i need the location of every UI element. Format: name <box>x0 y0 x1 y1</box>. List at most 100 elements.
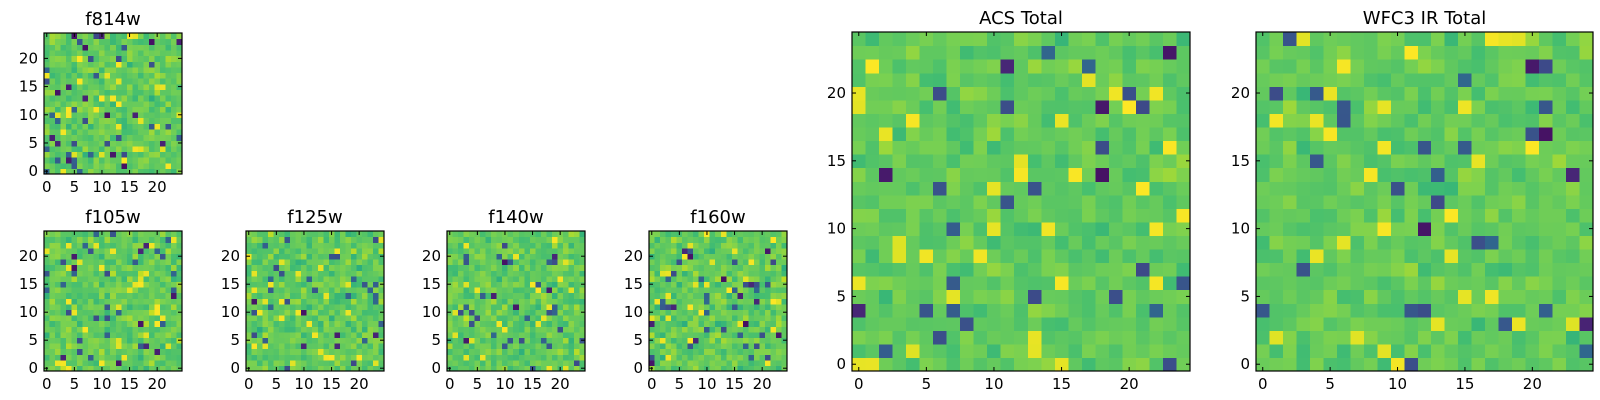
heatmap-cell <box>665 354 672 361</box>
heatmap-cell <box>273 236 280 243</box>
heatmap-cell <box>463 320 470 327</box>
heatmap-cell <box>137 61 144 68</box>
heatmap-cell <box>1417 167 1432 182</box>
heatmap-cell <box>535 281 542 288</box>
heatmap-cell <box>1336 343 1351 359</box>
heatmap-cell <box>485 309 492 316</box>
heatmap-cell <box>317 247 324 254</box>
heatmap-cell <box>154 151 161 158</box>
heatmap-cell <box>334 259 341 266</box>
heatmap-cell <box>323 359 330 366</box>
heatmap-cell <box>1336 45 1351 60</box>
heatmap-cell <box>551 247 558 254</box>
heatmap-cell <box>715 298 722 305</box>
heatmap-cell <box>781 320 788 327</box>
heatmap-cell <box>704 298 711 305</box>
heatmap-cell <box>345 309 352 316</box>
heatmap-cell <box>110 117 117 124</box>
heatmap-cell <box>518 253 525 260</box>
heatmap-cell <box>44 287 51 294</box>
heatmap-cell <box>367 264 374 271</box>
heatmap-cell <box>709 326 716 333</box>
heatmap-cell <box>257 298 264 305</box>
heatmap-cell <box>301 242 308 249</box>
heatmap-cell <box>529 359 536 366</box>
heatmap-cell <box>148 331 155 338</box>
heatmap-cell <box>1539 167 1554 182</box>
heatmap-cell <box>715 326 722 333</box>
heatmap-cell <box>524 359 531 366</box>
heatmap-cell <box>110 111 117 119</box>
heatmap-cell <box>137 38 144 45</box>
heatmap-cell <box>143 134 150 141</box>
heatmap-cell <box>1176 235 1191 250</box>
heatmap-cell <box>159 95 167 102</box>
heatmap-cell <box>262 354 269 361</box>
heatmap-cell <box>474 348 481 355</box>
heatmap-cell <box>579 359 586 366</box>
heatmap-cell <box>452 292 459 299</box>
heatmap-cell <box>568 343 575 350</box>
heatmap-cell <box>115 49 122 57</box>
heatmap-cell <box>518 264 525 271</box>
heatmap-cell <box>463 275 470 282</box>
heatmap-cell <box>1108 154 1123 169</box>
heatmap-cell <box>143 44 150 51</box>
heatmap-cell <box>524 309 531 316</box>
heatmap-cell <box>1014 262 1029 277</box>
heatmap-cell <box>1458 45 1473 60</box>
heatmap-cell <box>262 231 269 238</box>
heatmap-cell <box>356 326 363 333</box>
heatmap-cell <box>268 242 275 249</box>
heatmap-cell <box>284 298 291 305</box>
heatmap-cell <box>154 253 161 260</box>
heatmap-cell <box>49 275 56 282</box>
heatmap-cell <box>919 303 934 318</box>
heatmap-cell <box>350 315 357 322</box>
heatmap-cell <box>1256 32 1271 47</box>
heatmap-cell <box>339 298 346 305</box>
heatmap-cell <box>1068 45 1083 60</box>
heatmap-cell <box>665 320 672 327</box>
heatmap-cell <box>126 117 133 124</box>
heatmap-cell <box>334 270 341 277</box>
heatmap-cell <box>1269 181 1284 196</box>
heatmap-cell <box>1095 343 1110 359</box>
heatmap-cell <box>246 287 253 294</box>
heatmap-cell <box>557 343 564 350</box>
heatmap-cell <box>491 343 498 350</box>
heatmap-cell <box>126 83 133 90</box>
heatmap-cell <box>781 287 788 294</box>
heatmap-cell <box>529 348 536 355</box>
heatmap-cell <box>1377 262 1392 277</box>
heatmap-cell <box>852 289 867 304</box>
heatmap-cell <box>334 242 341 249</box>
heatmap-cell <box>361 354 369 361</box>
x-tick-label: 5 <box>70 375 80 393</box>
heatmap-cell <box>1485 262 1500 277</box>
heatmap-cell <box>367 259 374 266</box>
heatmap-cell <box>720 320 727 327</box>
heatmap-cell <box>960 72 975 87</box>
heatmap-cell <box>879 167 894 182</box>
heatmap-cell <box>1579 248 1594 264</box>
heatmap-cell <box>1444 45 1459 60</box>
heatmap-cell <box>463 231 470 238</box>
heatmap-cell <box>132 83 139 90</box>
heatmap-cell <box>1041 262 1056 277</box>
heatmap-cell <box>458 354 465 361</box>
heatmap-cell <box>306 247 313 254</box>
heatmap-cell <box>676 359 683 366</box>
heatmap-cell <box>143 117 150 124</box>
heatmap-cell <box>312 348 319 355</box>
heatmap-cell <box>170 145 178 153</box>
heatmap-cell <box>1485 140 1500 155</box>
heatmap-cell <box>1068 32 1083 47</box>
heatmap-cell <box>973 262 988 277</box>
heatmap-cell <box>104 123 111 130</box>
heatmap-cell <box>49 95 56 102</box>
heatmap-cell <box>104 140 111 147</box>
heatmap-cell <box>1350 194 1365 209</box>
heatmap-cell <box>1095 86 1110 101</box>
heatmap-cell <box>323 287 330 294</box>
